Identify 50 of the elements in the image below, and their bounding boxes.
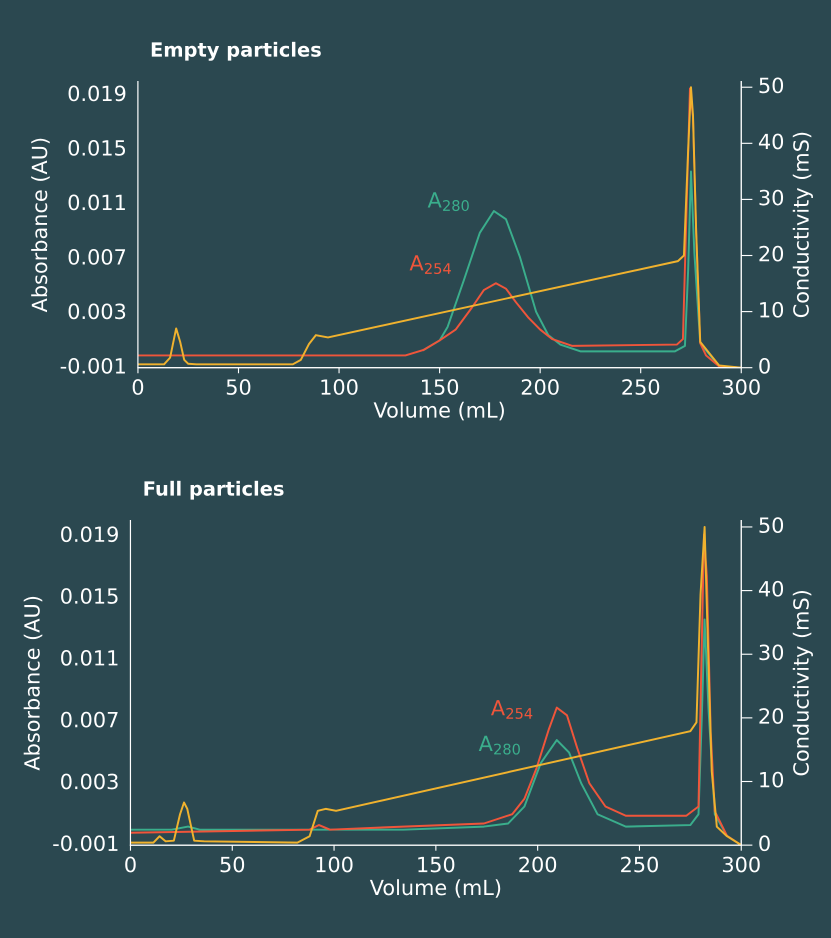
x-tick-label: 250 [621, 856, 658, 872]
x-tick-label: 300 [722, 379, 760, 395]
x-tick-label: 0 [125, 856, 136, 872]
y-tick-label: 0.003 [61, 774, 118, 790]
y-tick-label: 0.015 [61, 588, 118, 604]
y-tick-label: 0.007 [68, 248, 126, 265]
y2-tick-label: 10 [760, 772, 784, 788]
y2-tick-label: 10 [760, 302, 784, 318]
x-tick-label: 50 [226, 379, 250, 395]
x-tick-label: 100 [321, 379, 358, 395]
x-tick-label: 150 [418, 856, 454, 872]
y2-tick-label: 20 [759, 246, 784, 262]
x-tick-label: 50 [220, 856, 244, 872]
x-tick-label: 150 [422, 379, 458, 395]
chart-title: Empty particles [152, 42, 321, 61]
y-tick-label: -0.001 [60, 358, 125, 374]
annotation: A$_{280}$ [428, 192, 469, 212]
y-tick-label: 0.015 [68, 140, 126, 156]
y-tick-label: -0.001 [53, 835, 118, 852]
x-tick-label: 250 [622, 379, 660, 395]
y-axis-title: Absorbance (AU) [24, 596, 42, 770]
x-tick-label: 300 [722, 856, 760, 872]
y2-axis-title: Conductivity (mS) [792, 132, 813, 318]
x-axis-title: Volume (mL) [370, 879, 500, 898]
y2-tick-label: 30 [760, 190, 784, 206]
y2-tick-label: 0 [759, 835, 770, 852]
y-tick-label: 0.011 [68, 194, 125, 210]
x-tick-label: 200 [522, 379, 559, 395]
x-axis-title: Volume (mL) [374, 402, 504, 420]
y2-axis-title: Conductivity (mS) [792, 590, 813, 776]
y2-tick-label: 30 [760, 644, 784, 660]
y-tick-label: 0.019 [68, 86, 126, 102]
y2-tick-label: 40 [758, 134, 784, 150]
y2-tick-label: 40 [758, 580, 784, 597]
y2-tick-label: 50 [760, 517, 784, 533]
annotation: A$_{254}$ [490, 700, 532, 719]
x-tick-label: 0 [132, 379, 144, 395]
y-tick-label: 0.003 [68, 303, 126, 320]
chart-title: Full particles [144, 480, 284, 500]
y2-tick-label: 50 [760, 78, 784, 94]
y2-tick-label: 20 [759, 708, 784, 724]
annotation: A$_{254}$ [410, 255, 451, 274]
x-tick-label: 200 [519, 856, 556, 872]
y-tick-label: 0.019 [61, 526, 118, 542]
y-tick-label: 0.011 [61, 650, 118, 666]
y-axis-title: Absorbance (AU) [31, 138, 50, 312]
annotation: A$_{280}$ [478, 736, 520, 755]
y2-tick-label: 0 [759, 358, 770, 374]
y-tick-label: 0.007 [61, 712, 118, 728]
x-tick-label: 100 [316, 856, 353, 872]
